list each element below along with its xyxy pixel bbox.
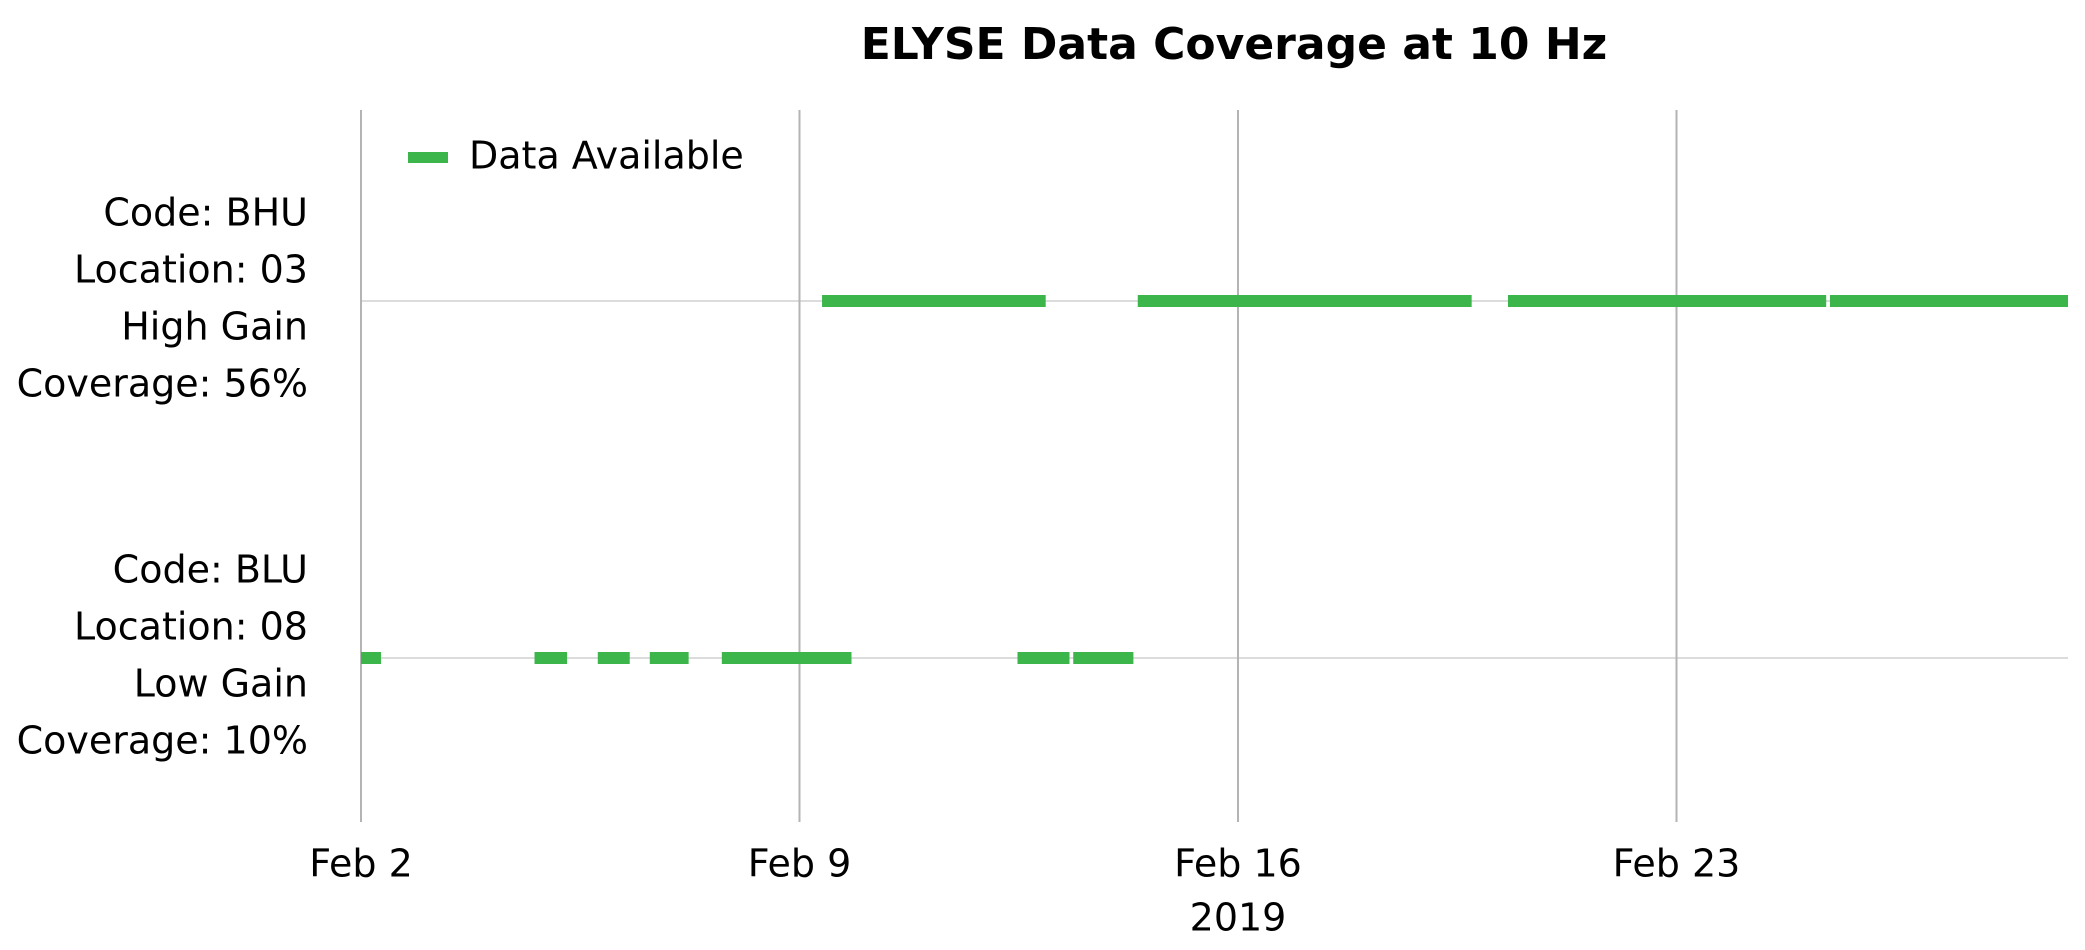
coverage-bar: [721, 652, 852, 664]
legend-label: Data Available: [469, 134, 744, 178]
category-label: Low Gain: [134, 662, 308, 706]
coverage-bar: [361, 652, 382, 664]
coverage-bar: [1137, 295, 1472, 307]
category-label: High Gain: [121, 305, 308, 349]
category-label: Location: 08: [74, 605, 308, 649]
x-axis-label: 2019: [1190, 896, 1287, 940]
x-tick-label: Feb 23: [1613, 842, 1741, 886]
coverage-bar: [1829, 295, 2068, 307]
coverage-bar: [822, 295, 1046, 307]
x-tick-label: Feb 16: [1174, 842, 1302, 886]
category-label: Coverage: 56%: [17, 362, 308, 406]
category-label: Coverage: 10%: [17, 719, 308, 763]
coverage-bar: [1507, 295, 1827, 307]
category-label: Code: BHU: [103, 191, 308, 235]
coverage-bar: [597, 652, 630, 664]
coverage-bar: [649, 652, 689, 664]
coverage-bar: [1073, 652, 1134, 664]
category-label: Code: BLU: [113, 548, 308, 592]
coverage-bar: [534, 652, 568, 664]
x-tick-label: Feb 9: [748, 842, 852, 886]
x-tick-label: Feb 2: [309, 842, 413, 886]
category-label: Location: 03: [74, 248, 308, 292]
coverage-bar: [1017, 652, 1070, 664]
chart-title: ELYSE Data Coverage at 10 Hz: [861, 19, 1608, 70]
legend-swatch: [408, 152, 448, 163]
